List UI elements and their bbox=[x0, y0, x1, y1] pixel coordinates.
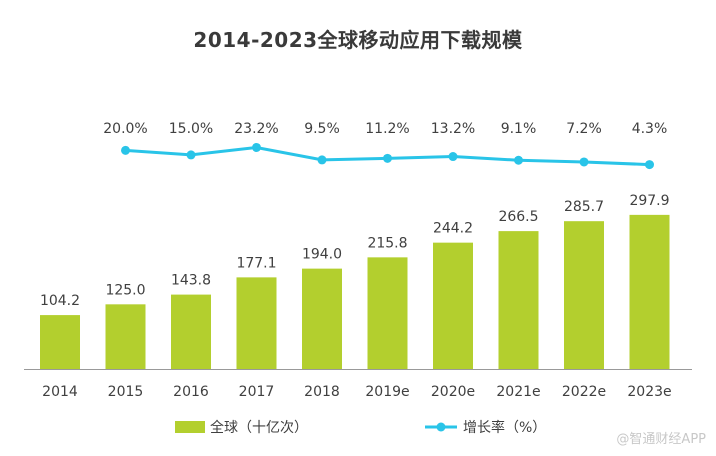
x-tick-labels: 2014 2015 2016 2017 2018 2019e 2020e 2021e 2022e… bbox=[42, 384, 671, 400]
growth-label-2018: 9.5% bbox=[304, 121, 340, 137]
growth-point-2021e bbox=[514, 155, 523, 165]
growth-label-2020e: 13.2% bbox=[431, 121, 475, 137]
x-tick-2021e: 2021e bbox=[496, 384, 540, 400]
bar-2020e bbox=[433, 242, 473, 369]
legend-line-label: 增长率（%） bbox=[463, 419, 546, 436]
growth-point-2019e bbox=[383, 153, 392, 163]
bar-2017 bbox=[236, 277, 277, 369]
growth-point-2022e bbox=[579, 157, 589, 167]
bar-value-label-2014: 104.2 bbox=[40, 293, 80, 309]
chart-title: 2014-2023全球移动应用下载规模 bbox=[193, 28, 523, 52]
bar-value-label-2015: 125.0 bbox=[105, 282, 145, 298]
growth-label-2021e: 9.1% bbox=[501, 121, 537, 137]
growth-line-layer: 20.0% 15.0% 23.2% 9.5% 11.2% 13.2% 9.1% 7.2% 4.3… bbox=[103, 121, 668, 170]
bar-value-label-2022e: 285.7 bbox=[564, 199, 604, 215]
growth-point-2015 bbox=[121, 145, 130, 155]
legend-bar-swatch bbox=[175, 421, 205, 433]
growth-label-2022e: 7.2% bbox=[566, 121, 602, 137]
bar-value-label-2020e: 244.2 bbox=[433, 221, 473, 237]
bar-value-label-2021e: 266.5 bbox=[498, 209, 538, 225]
growth-label-2015: 20.0% bbox=[103, 121, 147, 137]
x-tick-2019e: 2019e bbox=[365, 384, 409, 400]
x-tick-2014: 2014 bbox=[42, 384, 78, 400]
x-tick-2020e: 2020e bbox=[431, 384, 475, 400]
growth-point-2018 bbox=[317, 155, 327, 165]
legend: 全球（十亿次） 增长率（%） bbox=[175, 419, 546, 436]
bar-2018 bbox=[302, 268, 342, 369]
growth-point-2023e bbox=[645, 160, 654, 170]
bar-value-label-2019e: 215.8 bbox=[367, 235, 407, 251]
x-tick-2016: 2016 bbox=[173, 384, 209, 400]
legend-bar-label: 全球（十亿次） bbox=[210, 419, 308, 436]
growth-label-2016: 15.0% bbox=[169, 121, 213, 137]
growth-point-2020e bbox=[448, 152, 458, 162]
bar-value-label-2017: 177.1 bbox=[236, 255, 276, 271]
bar-value-label-2018: 194.0 bbox=[302, 247, 342, 263]
bar-2014 bbox=[40, 315, 80, 369]
bar-2022e bbox=[564, 221, 604, 369]
x-tick-2022e: 2022e bbox=[562, 384, 606, 400]
growth-label-2017: 23.2% bbox=[234, 121, 278, 137]
bar-value-label-2016: 143.8 bbox=[171, 273, 211, 289]
bar-2023e bbox=[629, 214, 670, 369]
bar-2016 bbox=[171, 294, 211, 369]
growth-point-2017 bbox=[252, 142, 261, 152]
x-tick-2023e: 2023e bbox=[627, 384, 671, 400]
bar-2019e bbox=[367, 257, 408, 369]
growth-label-2023e: 4.3% bbox=[632, 121, 668, 137]
x-tick-2018: 2018 bbox=[304, 384, 340, 400]
bars-layer: 104.2 125.0 143.8 177.1 194.0 215.8 244.2 266.5… bbox=[40, 193, 670, 369]
growth-point-2016 bbox=[186, 150, 196, 160]
watermark: @智通财经APP bbox=[616, 432, 706, 447]
x-tick-2015: 2015 bbox=[108, 384, 144, 400]
growth-label-2019e: 11.2% bbox=[365, 121, 409, 137]
x-tick-2017: 2017 bbox=[239, 384, 275, 400]
bar-2021e bbox=[498, 231, 539, 369]
bar-value-label-2023e: 297.9 bbox=[629, 193, 669, 209]
bar-2015 bbox=[105, 304, 146, 369]
legend-line-marker bbox=[436, 422, 446, 432]
